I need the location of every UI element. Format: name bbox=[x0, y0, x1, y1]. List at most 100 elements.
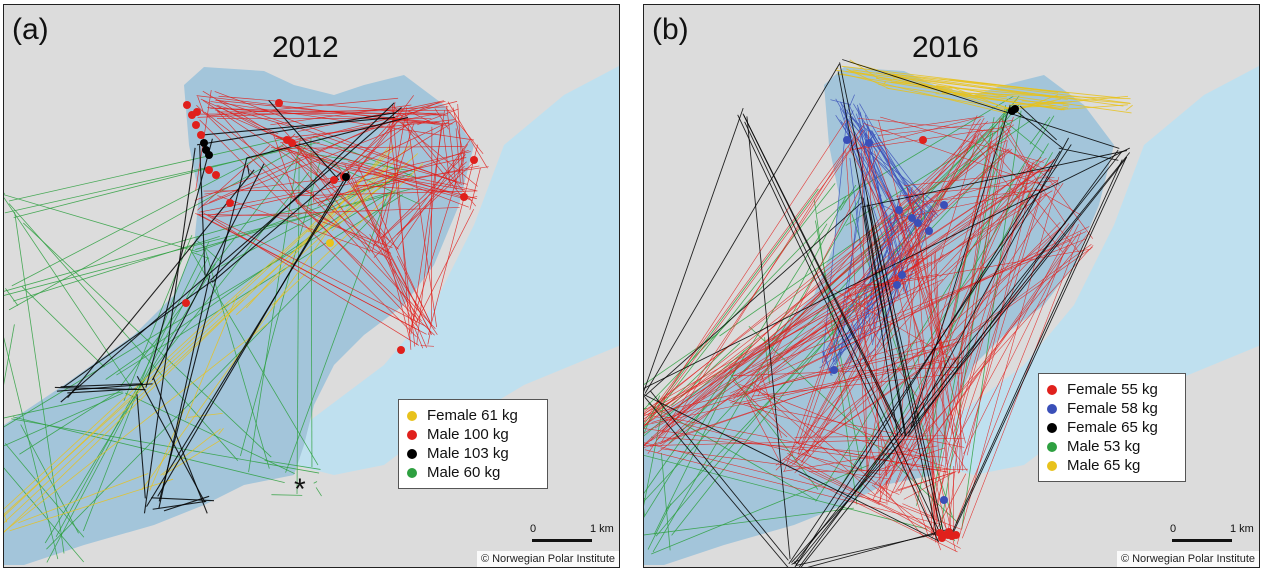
track-segment bbox=[18, 473, 149, 524]
track-segment bbox=[808, 468, 969, 472]
track-segment bbox=[862, 316, 968, 472]
track-segment bbox=[895, 188, 1044, 220]
scale-km-label: 1 km bbox=[590, 523, 614, 535]
legend-marker bbox=[1047, 441, 1057, 452]
track-segment bbox=[787, 243, 1092, 466]
track-segment bbox=[271, 494, 303, 496]
track-segment bbox=[791, 440, 902, 563]
track-segment bbox=[331, 153, 419, 232]
track-segment bbox=[295, 136, 468, 185]
track-segment bbox=[824, 321, 877, 466]
track-segment bbox=[856, 127, 994, 314]
track-segment bbox=[922, 187, 940, 470]
track-segment bbox=[152, 500, 207, 510]
legend-marker bbox=[1047, 403, 1057, 414]
track-segment bbox=[197, 112, 396, 146]
location-point bbox=[893, 281, 901, 289]
track-segment bbox=[876, 116, 981, 133]
track-segment bbox=[210, 101, 475, 141]
track-segment bbox=[915, 158, 1055, 263]
legend-item: Female 58 kg bbox=[1047, 399, 1175, 418]
track-segment bbox=[410, 110, 445, 335]
map-canvas-2012 bbox=[4, 5, 619, 567]
track-segment bbox=[401, 121, 463, 197]
track-segment bbox=[369, 234, 438, 335]
track-segment bbox=[841, 73, 1007, 114]
track-segment bbox=[876, 77, 1018, 102]
track-segment bbox=[644, 107, 1010, 502]
legend-item: Male 103 kg bbox=[407, 444, 537, 463]
track-segment bbox=[199, 112, 444, 115]
track-segment bbox=[196, 105, 435, 336]
track-segment bbox=[420, 345, 434, 347]
track-segment bbox=[136, 394, 146, 499]
asterisk-marker: * bbox=[294, 473, 306, 506]
track-segment bbox=[149, 408, 185, 491]
track-segment bbox=[850, 115, 984, 151]
track-segment bbox=[442, 125, 451, 187]
track-segment bbox=[900, 129, 985, 207]
track-segment bbox=[948, 85, 1019, 114]
track-segment bbox=[932, 161, 1034, 517]
track-segment bbox=[867, 492, 962, 530]
track-segment bbox=[798, 308, 844, 443]
track-segment bbox=[428, 144, 479, 336]
track-segment bbox=[902, 503, 931, 517]
track-segment bbox=[900, 214, 938, 523]
track-segment bbox=[992, 143, 1052, 173]
track-segment bbox=[218, 95, 445, 116]
track-segment bbox=[198, 213, 296, 217]
track-segment bbox=[54, 386, 146, 391]
track-segment bbox=[758, 231, 1087, 388]
legend-label: Male 53 kg bbox=[1067, 438, 1141, 455]
track-segment bbox=[381, 161, 467, 239]
track-segment bbox=[334, 143, 412, 222]
track-segment bbox=[844, 122, 897, 235]
track-segment bbox=[871, 484, 935, 533]
track-segment bbox=[744, 121, 943, 538]
track-segment bbox=[848, 116, 872, 133]
track-segment bbox=[850, 110, 854, 116]
location-point bbox=[895, 206, 903, 214]
track-segment bbox=[644, 262, 923, 414]
track-segment bbox=[246, 164, 250, 175]
track-segment bbox=[151, 163, 265, 381]
track-segment bbox=[861, 150, 1128, 208]
panel-label: (b) bbox=[652, 13, 689, 46]
track-segment bbox=[158, 157, 248, 502]
track-segment bbox=[158, 275, 211, 509]
track-segment bbox=[192, 251, 210, 259]
legend-marker bbox=[407, 429, 417, 440]
track-segment bbox=[816, 95, 1014, 215]
track-segment bbox=[939, 191, 1035, 278]
location-point bbox=[330, 176, 338, 184]
scale-zero-label: 0 bbox=[530, 523, 537, 535]
track-segment bbox=[853, 135, 889, 197]
track-segment bbox=[67, 169, 255, 399]
track-segment bbox=[1001, 118, 1045, 154]
legend-label: Female 61 kg bbox=[427, 407, 518, 424]
legend-label: Female 65 kg bbox=[1067, 419, 1158, 436]
track-segment bbox=[200, 98, 279, 135]
location-point bbox=[226, 199, 234, 207]
track-segment bbox=[264, 460, 321, 470]
track-segment bbox=[162, 439, 222, 476]
location-point bbox=[945, 528, 953, 536]
legend-marker bbox=[1047, 460, 1057, 471]
track-segment bbox=[644, 449, 942, 525]
track-segment bbox=[654, 190, 1053, 429]
track-segment bbox=[656, 222, 899, 441]
track-segment bbox=[214, 91, 463, 185]
track-segment bbox=[320, 173, 398, 235]
track-segment bbox=[908, 137, 1069, 434]
track-segment bbox=[845, 148, 1010, 294]
track-segment bbox=[949, 156, 1127, 540]
track-segment bbox=[900, 199, 919, 217]
track-segment bbox=[415, 208, 475, 324]
track-segment bbox=[660, 178, 1037, 417]
track-segment bbox=[835, 69, 1058, 98]
track-segment bbox=[151, 497, 215, 502]
track-segment bbox=[60, 383, 144, 388]
legend-item: Male 65 kg bbox=[1047, 456, 1175, 475]
location-point bbox=[205, 166, 213, 174]
